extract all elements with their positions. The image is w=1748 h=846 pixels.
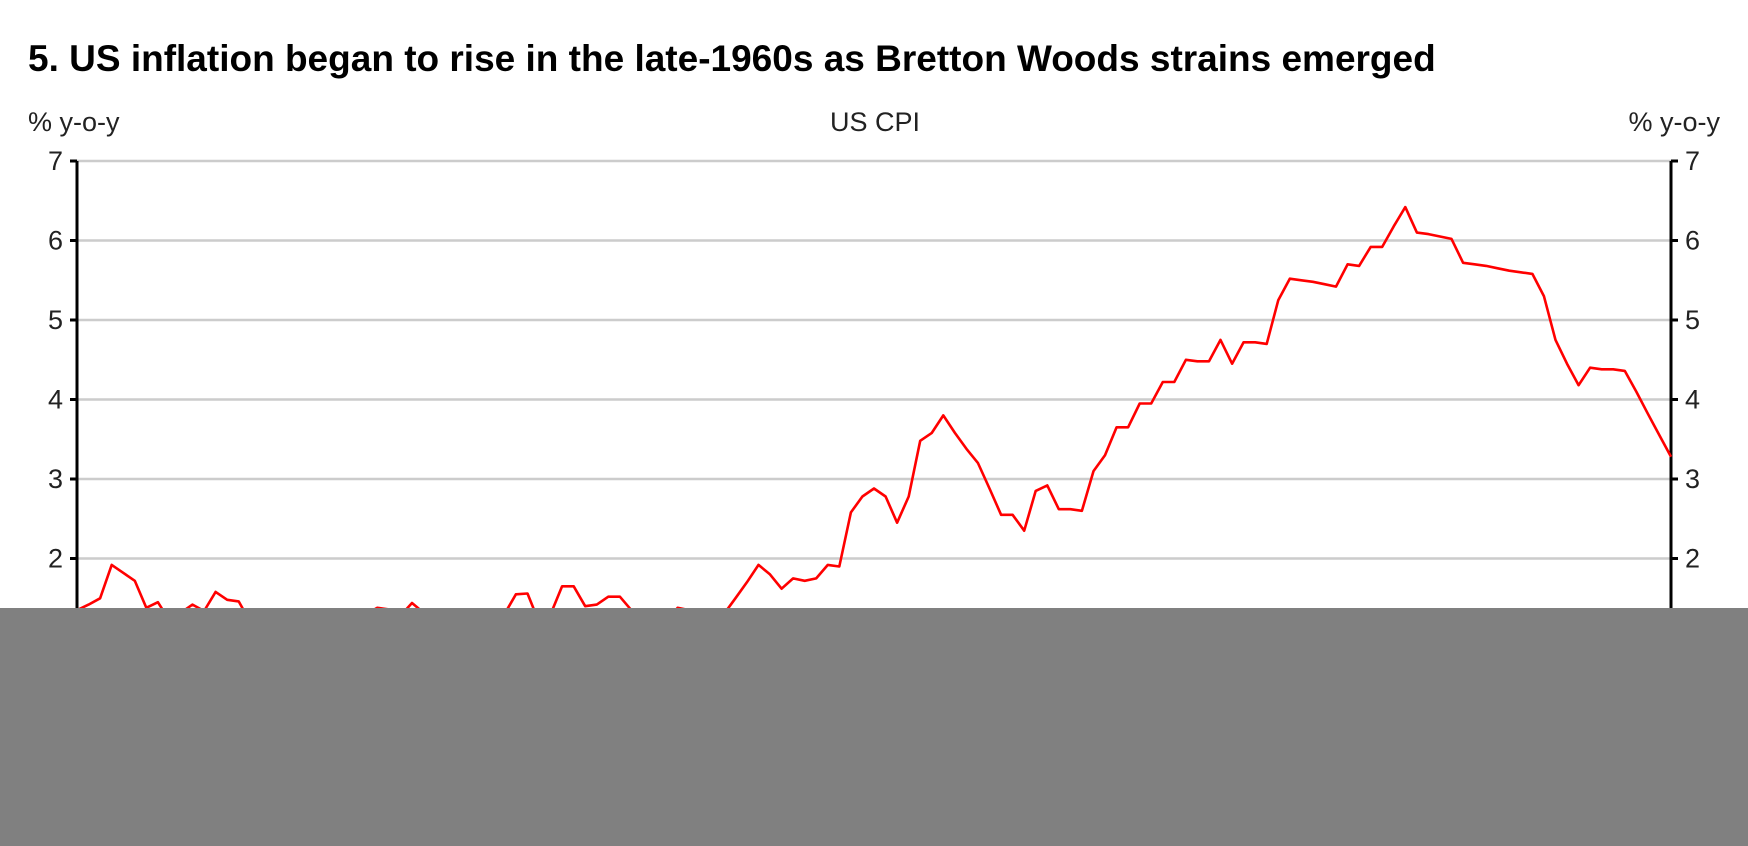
gridlines [77, 159, 1671, 560]
left-tick-label-2: 2 [48, 544, 63, 574]
left-tick-label-4: 4 [48, 385, 63, 415]
chart-subtitle: US CPI [830, 107, 920, 137]
tick-marks [70, 159, 1678, 560]
right-tick-label-7: 7 [1685, 146, 1700, 176]
right-tick-label-2: 2 [1685, 544, 1700, 574]
right-tick-label-4: 4 [1685, 385, 1700, 415]
chart-title: 5. US inflation began to rise in the lat… [28, 38, 1436, 79]
right-axis-unit-label: % y-o-y [1628, 107, 1720, 137]
us-cpi-series-line [76, 205, 1673, 656]
left-tick-label-7: 7 [48, 146, 63, 176]
left-tick-label-6: 6 [48, 226, 63, 256]
left-axis-unit-label: % y-o-y [28, 107, 120, 137]
right-tick-label-3: 3 [1685, 464, 1700, 494]
tick-labels: 2 2 3 3 4 4 5 5 6 6 7 7 [48, 146, 1700, 574]
left-tick-label-5: 5 [48, 305, 63, 335]
left-tick-label-3: 3 [48, 464, 63, 494]
right-tick-label-5: 5 [1685, 305, 1700, 335]
right-tick-label-6: 6 [1685, 226, 1700, 256]
occluded-region [0, 608, 1748, 846]
